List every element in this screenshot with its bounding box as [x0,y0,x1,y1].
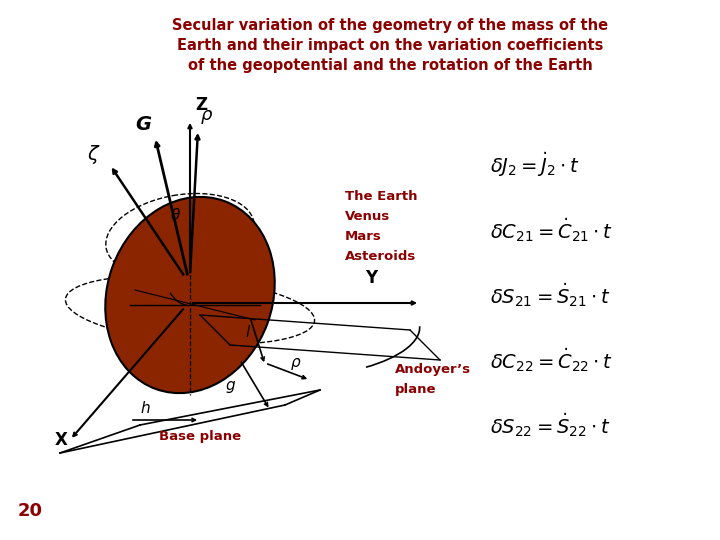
Text: G: G [135,115,151,134]
Text: $\delta J_2 = \dot{J}_2 \cdot t$: $\delta J_2 = \dot{J}_2 \cdot t$ [490,151,580,179]
Text: $\delta C_{21} = \dot{C}_{21} \cdot t$: $\delta C_{21} = \dot{C}_{21} \cdot t$ [490,216,613,244]
Text: $\rho$: $\rho$ [200,108,213,126]
Text: The Earth: The Earth [345,190,418,203]
Ellipse shape [105,197,275,393]
Text: Earth and their impact on the variation coefficients: Earth and their impact on the variation … [177,38,603,53]
Text: Mars: Mars [345,230,382,243]
Text: X: X [55,431,68,449]
Text: $\rho$: $\rho$ [290,356,302,372]
Text: $\delta S_{22} = \dot{S}_{22} \cdot t$: $\delta S_{22} = \dot{S}_{22} \cdot t$ [490,411,611,439]
Text: Andoyer’s: Andoyer’s [395,363,471,376]
Text: plane: plane [395,383,436,396]
Text: $\delta C_{22} = \dot{C}_{22} \cdot t$: $\delta C_{22} = \dot{C}_{22} \cdot t$ [490,346,613,374]
Text: Y: Y [365,269,377,287]
Text: of the geopotential and the rotation of the Earth: of the geopotential and the rotation of … [188,58,593,73]
Text: h: h [140,401,150,416]
Text: Z: Z [195,96,207,114]
Text: 20: 20 [18,502,43,520]
Text: Secular variation of the geometry of the mass of the: Secular variation of the geometry of the… [172,18,608,33]
Text: Venus: Venus [345,210,390,223]
Text: g: g [225,378,235,393]
Text: $l$: $l$ [245,324,251,340]
Text: $\zeta$: $\zeta$ [87,143,101,166]
Text: $\delta S_{21} = \dot{S}_{21} \cdot t$: $\delta S_{21} = \dot{S}_{21} \cdot t$ [490,281,611,309]
Text: Base plane: Base plane [159,430,241,443]
Text: $\theta$: $\theta$ [170,207,181,223]
Text: Asteroids: Asteroids [345,250,416,263]
